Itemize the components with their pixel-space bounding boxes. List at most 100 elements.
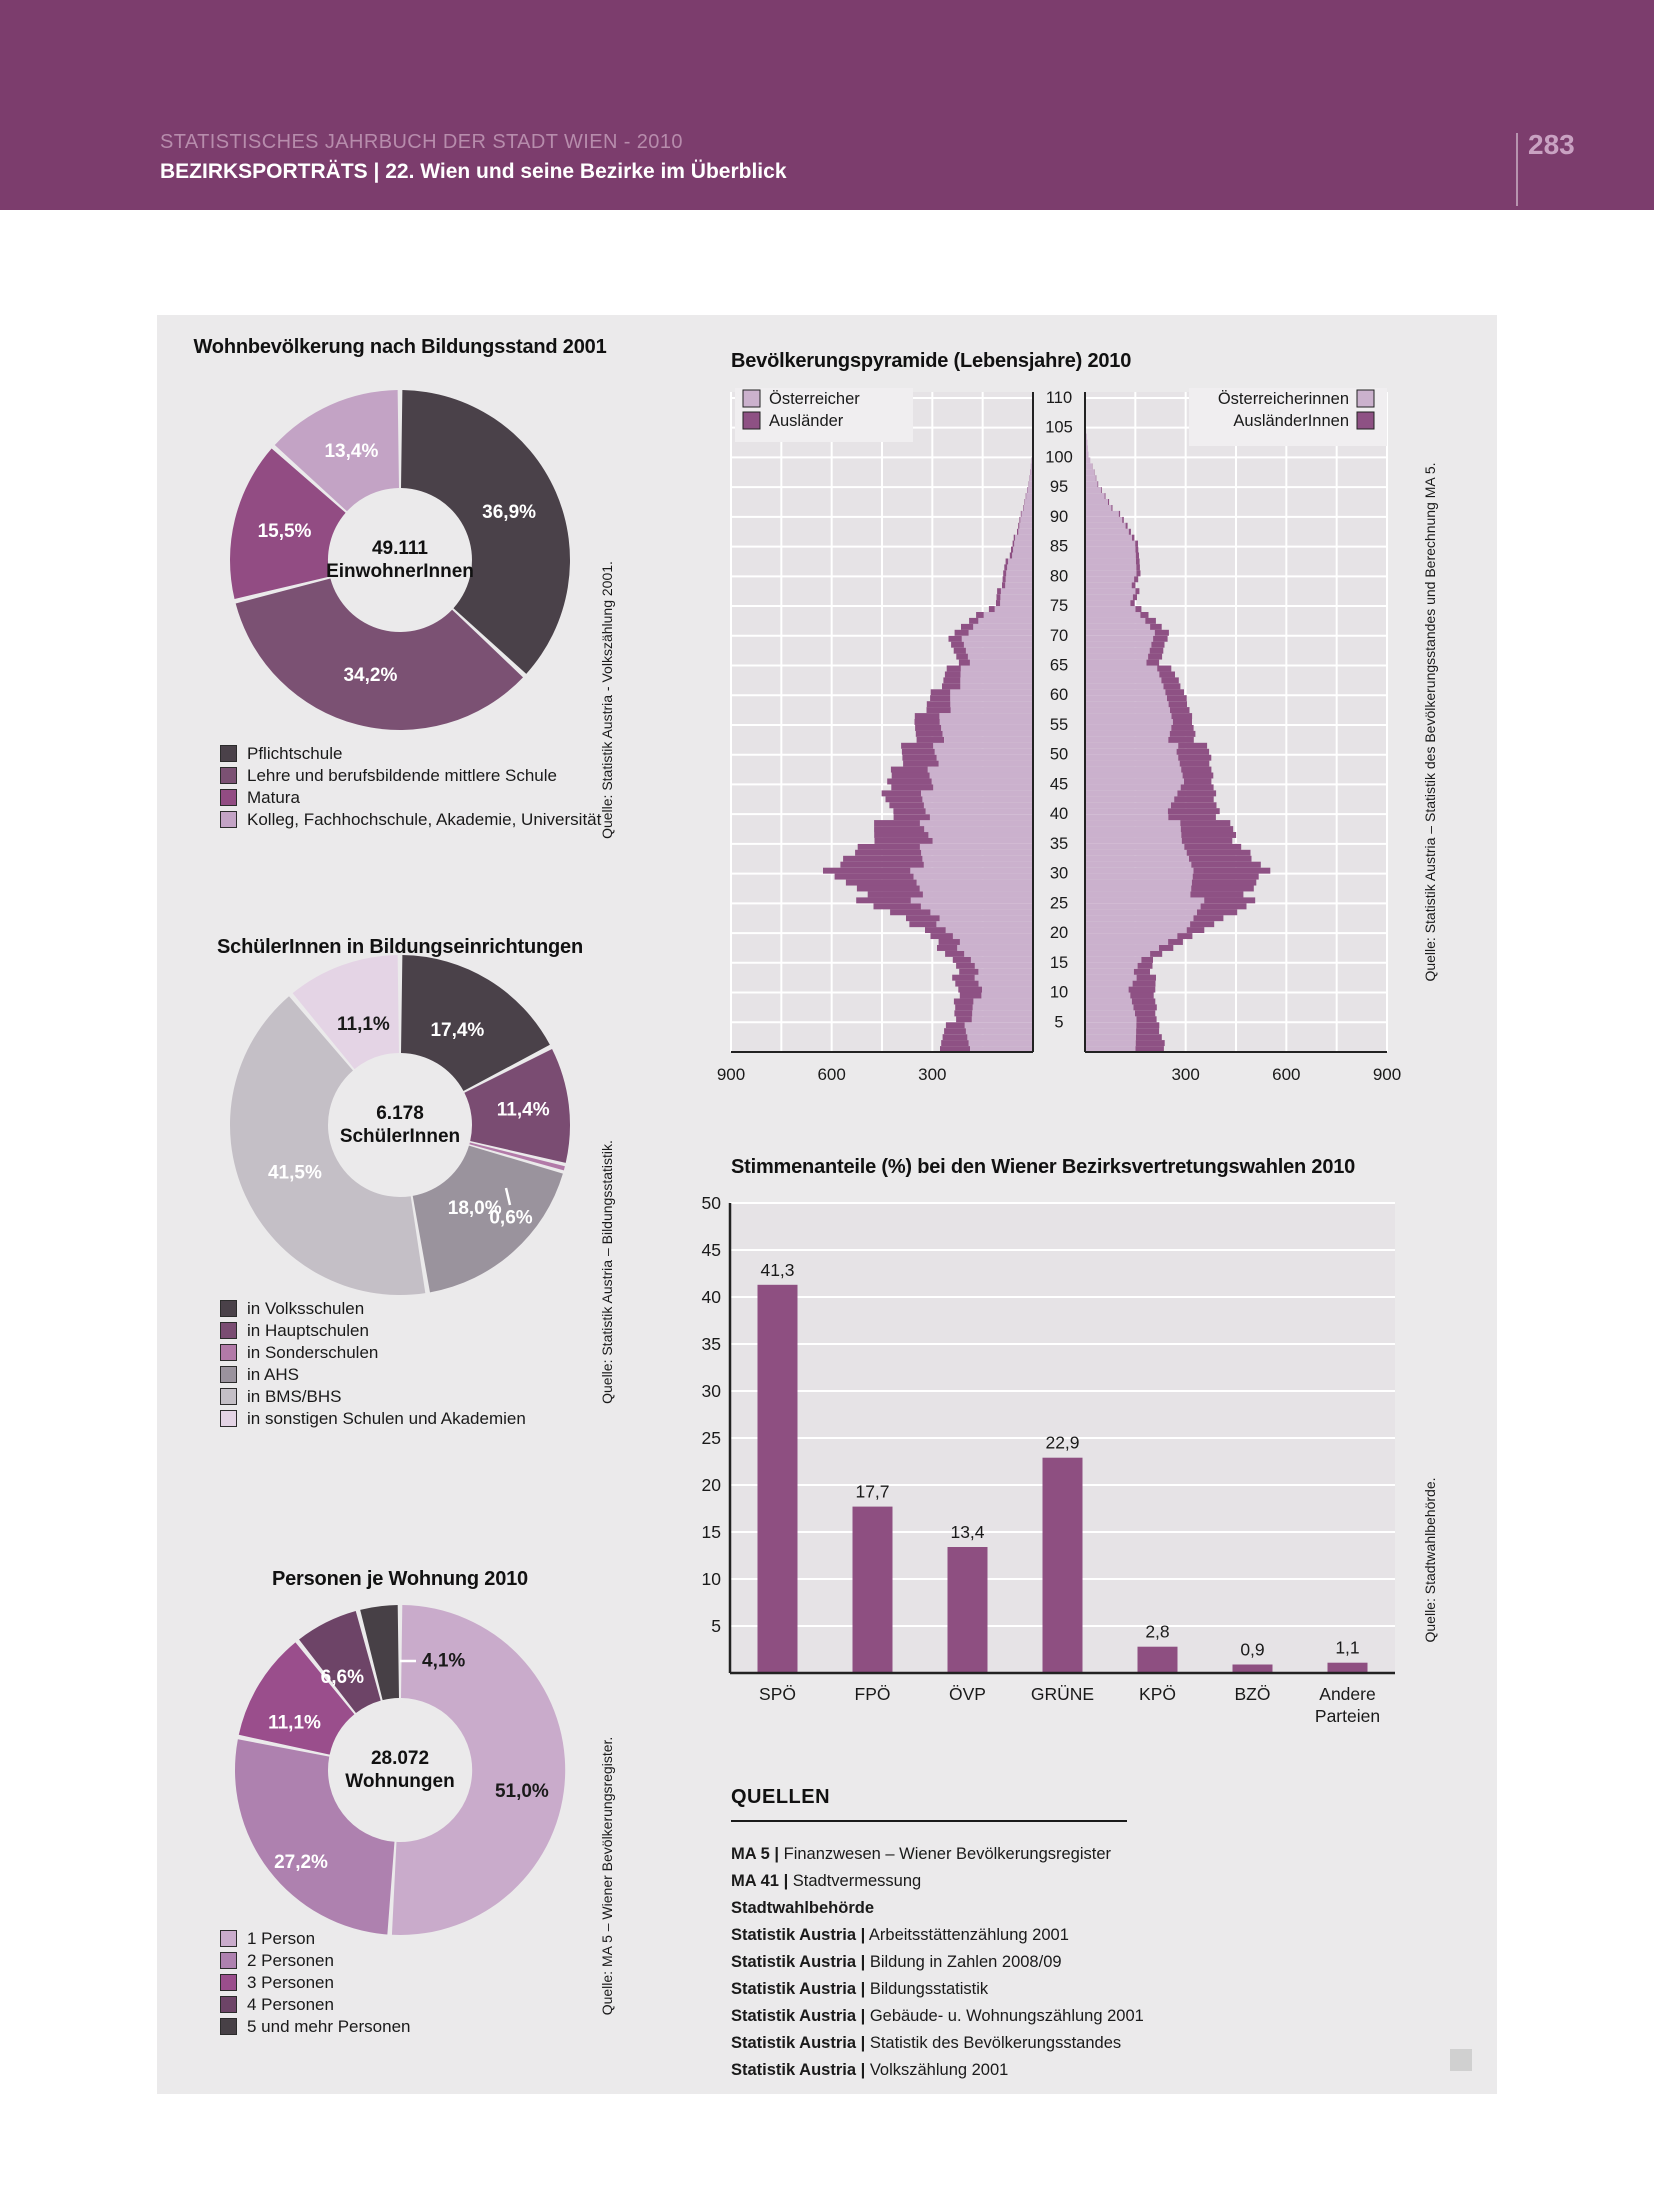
chart-title-schueler: SchülerInnen in Bildungseinrichtungen — [217, 936, 583, 958]
legend-item: 2 Personen — [220, 1952, 411, 1969]
pyramid-bar-female-foreign — [1135, 546, 1139, 553]
x-tick-label: 900 — [717, 1065, 745, 1084]
donut-slice — [299, 1611, 381, 1714]
pyramid-bar-female-foreign — [1130, 992, 1154, 999]
pyramid-bar-female-foreign — [1135, 552, 1139, 559]
pyramid-bar-male-austrian — [925, 808, 1033, 815]
pyramid-bar-male-austrian — [967, 1034, 1033, 1041]
source-item: Statistik Austria | Gebäude- u. Wohnungs… — [731, 2003, 1144, 2030]
age-tick-label: 50 — [1050, 746, 1068, 764]
bar — [1042, 1457, 1083, 1673]
pyramid-bar-female-austrian — [1085, 826, 1181, 833]
total-einwohner-unit: EinwohnerInnen — [326, 561, 474, 582]
legend-swatch — [220, 1410, 237, 1427]
pyramid-bar-female-foreign — [1148, 653, 1163, 660]
pyramid-bar-female-austrian — [1085, 1028, 1137, 1035]
legend-label: 1 Person — [247, 1929, 316, 1948]
source-detail: Volkszählung 2001 — [869, 2061, 1009, 2079]
pyramid-bar-female-austrian — [1085, 719, 1173, 725]
sources-heading: QUELLEN — [731, 1786, 831, 1808]
pyramid-bar-female-austrian — [1085, 445, 1088, 452]
pyramid-bar-male-foreign — [944, 1028, 966, 1035]
pyramid-bar-female-austrian — [1085, 885, 1192, 892]
page-number-divider — [1516, 133, 1518, 206]
source-name: Statistik Austria | — [731, 2061, 866, 2079]
pyramid-bar-male-foreign — [943, 677, 961, 684]
pyramid-bar-male-foreign — [915, 725, 942, 731]
pyramid-bar-female-foreign — [1135, 1046, 1164, 1053]
pyramid-bar-male-foreign — [937, 945, 958, 951]
pyramid-bar-female-foreign — [1136, 564, 1140, 571]
bar-category-label: FPÖ — [855, 1684, 891, 1704]
pyramid-bar-female-foreign — [1131, 998, 1156, 1005]
legend-swatch — [1356, 389, 1375, 408]
donut-slice-label: 4,1% — [422, 1651, 465, 1672]
donut-slice — [274, 390, 399, 512]
pyramid-bar-female-austrian — [1085, 1022, 1137, 1029]
pyramid-bar-female-austrian — [1085, 695, 1167, 702]
donut-slice — [229, 448, 346, 599]
pyramid-bar-female-foreign — [1154, 629, 1169, 636]
pyramid-bar-male-austrian — [972, 1004, 1033, 1011]
pyramid-bar-female-foreign — [1193, 867, 1271, 874]
total-einwohner-value: 49.111 — [371, 538, 429, 559]
source-detail: Stadtvermessung — [792, 1872, 922, 1890]
pyramid-bar-male-foreign — [954, 629, 969, 636]
source-name: Statistik Austria | — [731, 2034, 866, 2052]
pyramid-bar-male-austrian — [1026, 493, 1033, 500]
pyramid-bar-male-austrian — [963, 641, 1033, 648]
pyramid-bar-female-austrian — [1085, 725, 1172, 731]
total-wohnungen-value: 28.072 — [370, 1748, 430, 1769]
pyramid-bar-male-austrian — [1007, 564, 1033, 571]
pyramid-bar-male-foreign — [914, 719, 940, 725]
legend-label: 3 Personen — [247, 1973, 334, 1992]
pyramid-bar-male-austrian — [933, 742, 1033, 749]
pyramid-bar-female-foreign — [1133, 1004, 1157, 1011]
source-item: Statistik Austria | Volkszählung 2001 — [731, 2057, 1144, 2084]
pyramid-bar-female-foreign — [1168, 814, 1216, 821]
pyramid-bar-male-austrian — [1005, 582, 1033, 589]
pyramid-bar-female-foreign — [1135, 1040, 1165, 1047]
legend-label: Österreicher — [769, 390, 860, 408]
pyramid-bar-male-austrian — [1015, 534, 1033, 541]
page-number: 283 — [1528, 129, 1575, 160]
pyramid-bar-male-austrian — [1030, 469, 1033, 476]
pyramid-bar-female-foreign — [1132, 534, 1135, 541]
bar-category-label: Parteien — [1315, 1706, 1380, 1726]
pyramid-bar-male-austrian — [913, 873, 1033, 880]
pyramid-bar-female-foreign — [1159, 671, 1175, 678]
bar-value-label: 13,4 — [950, 1522, 984, 1542]
pyramid-bar-male-austrian — [928, 832, 1033, 838]
donut-slice — [464, 1048, 570, 1163]
pyramid-bar-male-austrian — [964, 1022, 1033, 1029]
pyramid-bar-female-foreign — [1192, 873, 1259, 880]
pyramid-bar-male-foreign — [955, 1004, 973, 1011]
bar-value-label: 1,1 — [1335, 1638, 1359, 1658]
pyramid-legend-right — [1189, 388, 1387, 446]
legend-item: 4 Personen — [220, 1996, 411, 2013]
pyramid-bar-male-austrian — [967, 653, 1033, 660]
pyramid-bar-male-austrian — [933, 784, 1033, 791]
pyramid-bar-male-foreign — [857, 843, 920, 850]
pyramid-bar-female-foreign — [1179, 760, 1210, 767]
pyramid-bar-female-austrian — [1085, 820, 1181, 827]
pyramid-bar-male-austrian — [938, 760, 1033, 767]
pyramid-bar-male-austrian — [922, 891, 1033, 898]
pyramid-bar-female-austrian — [1085, 540, 1136, 547]
pyramid-bar-female-austrian — [1085, 463, 1093, 470]
donut-center-label-wohnung: 28.072 Wohnungen — [290, 1747, 510, 1793]
pyramid-bar-male-foreign — [1004, 564, 1008, 571]
pyramid-bar-male-foreign — [1011, 546, 1014, 553]
pyramid-bar-male-foreign — [834, 873, 914, 880]
donut-slice — [401, 955, 550, 1092]
donut-slice-label: 15,5% — [258, 521, 312, 542]
pyramid-bar-female-foreign — [1145, 617, 1156, 624]
pyramid-bar-male-austrian — [983, 612, 1033, 618]
pyramid-bar-female-austrian — [1085, 861, 1192, 868]
pyramid-bar-male-foreign — [956, 653, 968, 660]
pyramid-bar-male-foreign — [881, 790, 921, 797]
pyramid-bar-female-austrian — [1085, 671, 1160, 678]
legend-label: AusländerInnen — [1233, 412, 1349, 430]
pyramid-bar-male-foreign — [954, 1010, 973, 1017]
donut-slice — [229, 996, 426, 1296]
